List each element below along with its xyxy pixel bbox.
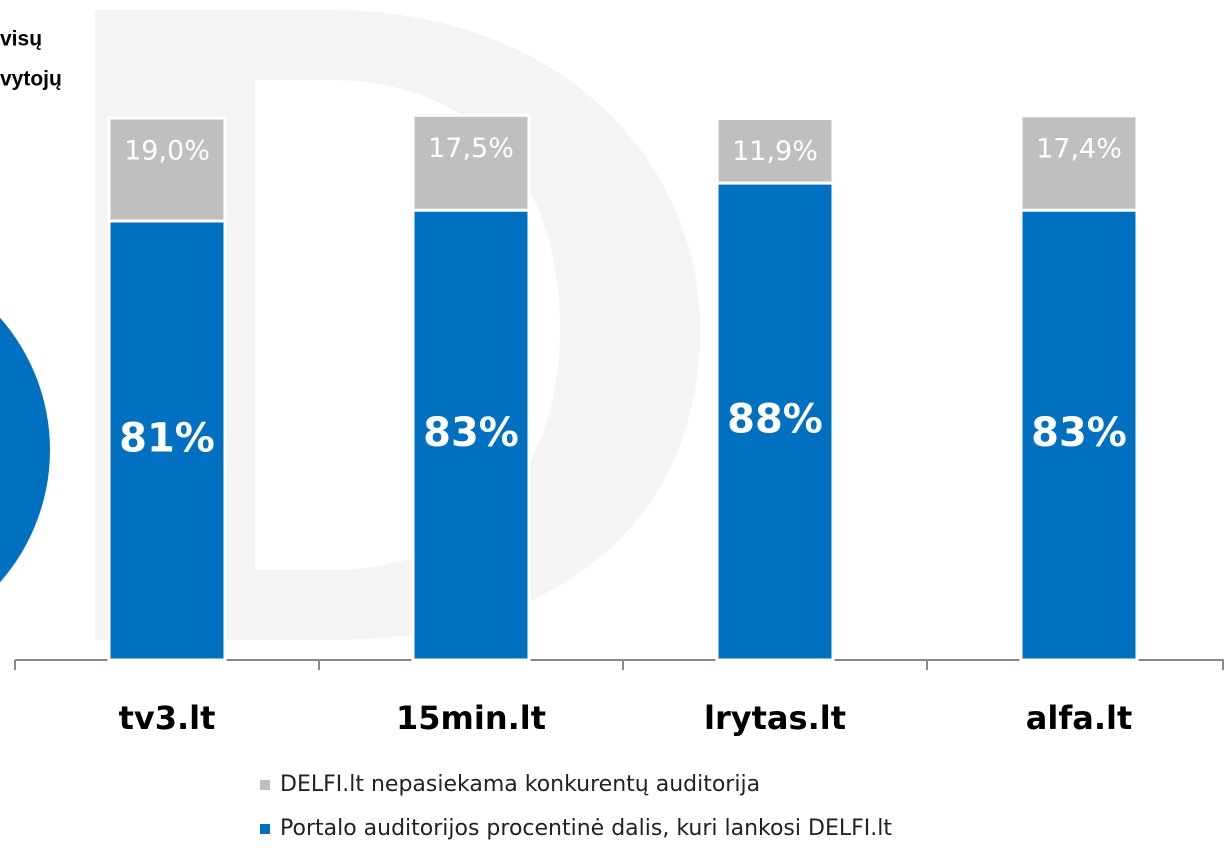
x-tick-label: tv3.lt: [119, 699, 216, 737]
watermark: [95, 10, 700, 640]
bar-segment: [715, 117, 835, 185]
value-label: 81%: [119, 415, 215, 461]
bar-segment: [411, 113, 531, 212]
value-label: 11,9%: [732, 136, 818, 167]
value-label: 17,5%: [428, 133, 514, 164]
annotation: vytojų: [0, 68, 62, 91]
value-label: 88%: [727, 397, 823, 443]
bar-segment: [411, 208, 531, 662]
legend-label: DELFI.lt nepasiekama konkurentų auditori…: [280, 772, 760, 797]
legend-swatch: [260, 780, 270, 790]
legend-swatch: [260, 824, 270, 834]
legend-label: Portalo auditorijos procentinė dalis, ku…: [280, 816, 892, 841]
value-label: 17,4%: [1036, 133, 1122, 164]
bar-segment: [715, 181, 835, 662]
decor-circle: [0, 317, 50, 583]
bar-segment: [1019, 208, 1139, 662]
annotation: visų: [0, 28, 42, 51]
bar-segment: [107, 116, 227, 223]
value-label: 83%: [423, 410, 519, 456]
value-label: 83%: [1031, 410, 1127, 456]
x-tick-label: alfa.lt: [1026, 699, 1133, 737]
value-label: 19,0%: [124, 136, 210, 167]
bar-segment: [1019, 114, 1139, 212]
x-tick-label: lrytas.lt: [704, 699, 846, 737]
x-tick-label: 15min.lt: [396, 699, 546, 737]
